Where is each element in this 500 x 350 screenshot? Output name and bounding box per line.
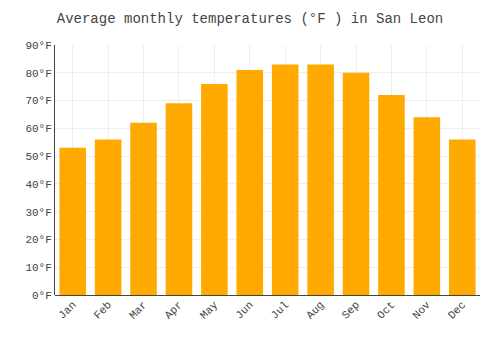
svg-text:Aug: Aug <box>304 299 326 321</box>
svg-text:Jun: Jun <box>233 299 255 321</box>
svg-text:20°F: 20°F <box>25 234 51 246</box>
svg-text:Mar: Mar <box>127 299 149 321</box>
svg-text:90°F: 90°F <box>25 40 51 52</box>
svg-text:40°F: 40°F <box>25 179 51 191</box>
svg-text:Oct: Oct <box>375 299 397 321</box>
svg-text:Nov: Nov <box>410 299 433 322</box>
svg-text:Apr: Apr <box>162 299 184 321</box>
svg-text:60°F: 60°F <box>25 123 51 135</box>
svg-text:80°F: 80°F <box>25 68 51 80</box>
svg-text:Feb: Feb <box>92 299 114 321</box>
svg-text:30°F: 30°F <box>25 207 51 219</box>
svg-text:Jul: Jul <box>269 299 291 321</box>
svg-text:10°F: 10°F <box>25 262 51 274</box>
svg-text:Average monthly temperatures (: Average monthly temperatures (°F ) in Sa… <box>57 11 443 27</box>
svg-text:Sep: Sep <box>340 299 362 321</box>
svg-text:Jan: Jan <box>56 299 78 321</box>
svg-text:0°F: 0°F <box>32 290 52 302</box>
svg-text:70°F: 70°F <box>25 95 51 107</box>
svg-text:May: May <box>198 299 221 322</box>
svg-text:50°F: 50°F <box>25 151 51 163</box>
svg-text:Dec: Dec <box>446 299 468 321</box>
